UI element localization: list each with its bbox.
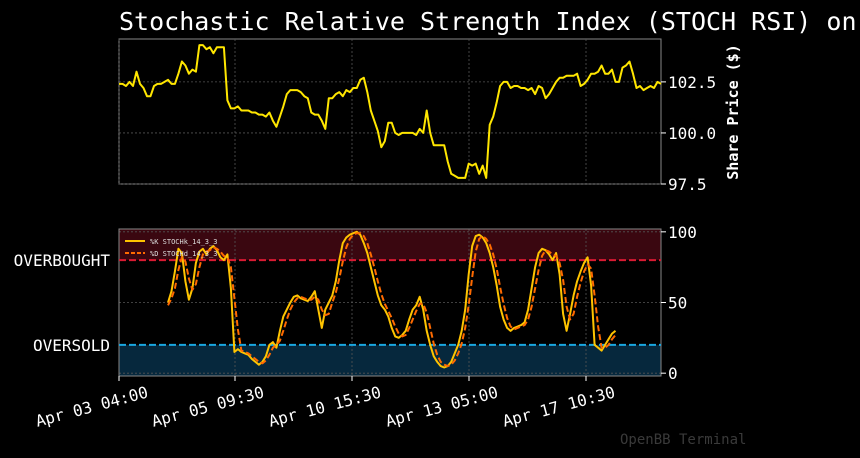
legend: %K STOCHk_14_3_3 %D STOCHd_14_3_3	[125, 238, 217, 258]
oscillator-panel: 0 50 100 OVERBOUGHT OVERSOLD %K STOCHk_14_3…	[14, 223, 697, 383]
stochk-line	[167, 230, 617, 369]
oscillator-y-ticks: 0 50 100	[661, 223, 697, 383]
stochd-line	[167, 232, 617, 368]
level-band	[119, 344, 661, 376]
level-lines	[119, 259, 661, 346]
legend-entry: %K STOCHk_14_3_3	[150, 238, 217, 246]
x-tick-label: Apr 10 15:30	[266, 383, 383, 431]
x-axis-ticks: Apr 03 04:00 Apr 05 09:30 Apr 10 15:30 Apr …	[33, 376, 617, 431]
level-labels: OVERBOUGHT OVERSOLD	[14, 251, 111, 355]
price-line	[119, 44, 662, 179]
watermark: OpenBB Terminal	[620, 432, 746, 448]
oscillator-y-tick-label: 50	[668, 294, 687, 313]
x-tick-label: Apr 17 10:30	[500, 383, 617, 431]
legend-entry: %D STOCHd_14_3_3	[150, 250, 217, 258]
x-tick-label: Apr 05 09:30	[149, 383, 266, 431]
level-label: OVERSOLD	[33, 336, 110, 355]
level-bands	[119, 229, 661, 376]
level-band	[119, 229, 661, 261]
oscillator-y-tick-label: 100	[668, 223, 697, 242]
chart-title: Stochastic Relative Strength Index (STOC…	[119, 7, 857, 36]
price-panel: 97.5 100.0 102.5 Share Price ($)	[118, 38, 742, 194]
level-label: OVERBOUGHT	[14, 251, 111, 270]
price-y-tick-label: 100.0	[668, 124, 716, 143]
price-grid	[118, 39, 661, 185]
price-y-tick-label: 97.5	[668, 175, 707, 194]
price-y-tick-label: 102.5	[668, 73, 716, 92]
x-tick-label: Apr 13 05:00	[383, 383, 500, 431]
price-y-ticks: 97.5 100.0 102.5	[661, 73, 716, 194]
oscillator-y-tick-label: 0	[668, 364, 678, 383]
price-panel-frame	[118, 38, 662, 185]
x-tick-label: Apr 03 04:00	[33, 383, 150, 431]
price-y-axis-label: Share Price ($)	[724, 44, 742, 179]
